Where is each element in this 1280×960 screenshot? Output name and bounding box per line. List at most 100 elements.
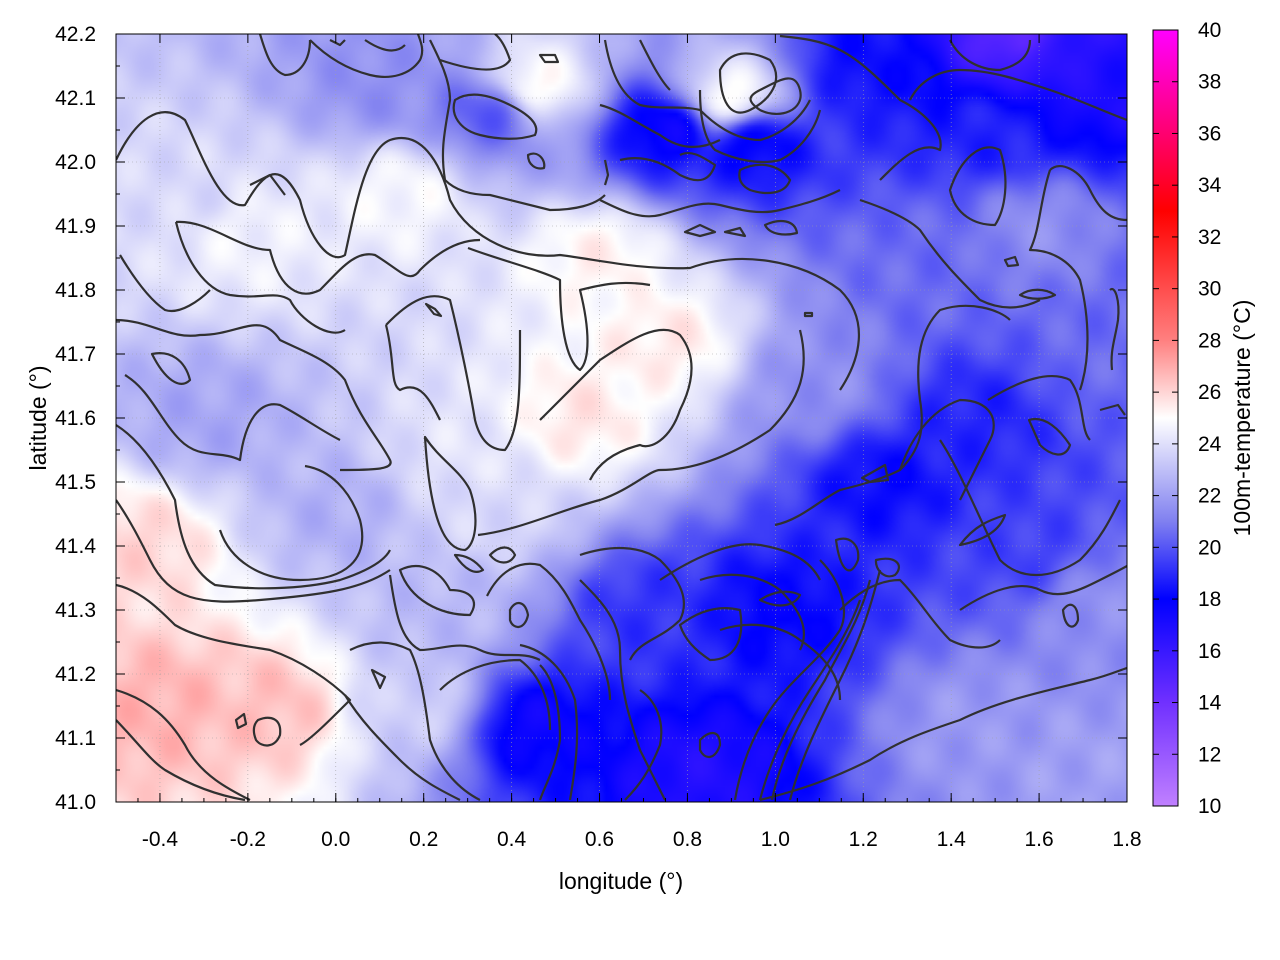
x-tick-label: 1.4	[937, 828, 967, 851]
contour-line	[539, 328, 693, 481]
colorbar-title: 100m-temperature (°C)	[1229, 300, 1255, 537]
colorbar	[1152, 29, 1179, 807]
x-tick-label: 1.0	[761, 828, 790, 851]
contour-line	[579, 547, 685, 661]
x-tick-label: 1.6	[1024, 828, 1053, 851]
contour-line	[909, 68, 1127, 122]
contour-line	[758, 590, 802, 607]
colorbar-tick-label: 24	[1198, 433, 1222, 456]
contour-line	[959, 565, 1127, 611]
contour-line	[329, 39, 346, 47]
contour-line	[1028, 169, 1089, 391]
contour-line	[1027, 417, 1072, 456]
contour-line	[124, 374, 341, 462]
contour-line	[429, 39, 606, 212]
contour-line	[624, 689, 663, 801]
contour-line	[116, 424, 391, 590]
contour-line	[116, 499, 391, 603]
y-tick-label: 41.4	[55, 535, 96, 558]
y-tick-label: 41.2	[55, 663, 96, 686]
contour-line	[860, 463, 890, 484]
contour-line	[948, 146, 1007, 227]
contour-line	[1018, 288, 1057, 300]
contour-line	[538, 53, 560, 64]
colorbar-tick-label: 30	[1198, 278, 1221, 301]
y-tick-label: 42.0	[55, 151, 96, 174]
contour-line	[758, 599, 862, 801]
colorbar-axis: 10 12 14 16 18 20 22 24 26 28 30 32 34 36 38 40	[1153, 19, 1222, 818]
contour-line	[384, 324, 441, 421]
contour-line	[738, 163, 792, 195]
contour-line	[488, 546, 517, 564]
x-tick-label: -0.2	[230, 828, 266, 851]
y-tick-label: 41.5	[55, 471, 96, 494]
x-tick-label: 0.2	[409, 828, 438, 851]
contour-line	[733, 559, 845, 801]
contour-line	[116, 719, 246, 802]
contour-line	[1061, 603, 1080, 628]
contour-line	[1003, 255, 1020, 268]
x-tick-label: 0.4	[497, 828, 527, 851]
contour-line	[309, 34, 424, 78]
contour-line	[619, 151, 717, 182]
contour-line	[599, 103, 721, 149]
colorbar-tick-label: 14	[1198, 692, 1222, 715]
contour-line	[538, 664, 562, 801]
contour-line	[508, 602, 530, 628]
colorbar-tick-label: 38	[1198, 71, 1221, 94]
contour-line	[119, 254, 211, 313]
contour-line	[423, 435, 477, 552]
contour-line	[770, 579, 872, 801]
contour-line	[116, 111, 861, 391]
contour-line	[150, 352, 192, 385]
contour-line	[723, 226, 747, 238]
contour-line	[939, 439, 1121, 577]
contour-lines	[116, 34, 1127, 802]
contour-line	[874, 557, 901, 578]
contour-line	[252, 716, 282, 747]
contour-line	[439, 658, 552, 731]
contour-line	[174, 221, 346, 334]
y-axis: 41.0 41.1 41.2 41.3 41.4 41.5 41.6 41.7 41.8 41.9…	[55, 23, 1127, 814]
contour-line	[678, 607, 743, 662]
contour-line	[452, 93, 538, 140]
contour-line	[834, 537, 860, 572]
y-tick-label: 41.8	[55, 279, 96, 302]
y-tick-label: 41.7	[55, 343, 96, 366]
contour-line	[718, 52, 778, 114]
contour-line	[486, 562, 612, 701]
colorbar-tick-label: 18	[1198, 588, 1221, 611]
contour-line	[859, 198, 1041, 309]
contour-line	[439, 34, 512, 71]
colorbar-tick-label: 36	[1198, 122, 1221, 145]
contour-line	[759, 666, 1127, 802]
contour-line	[683, 223, 717, 238]
contour-line	[1099, 403, 1126, 416]
contour-line	[388, 574, 541, 661]
contour-line	[958, 513, 1007, 547]
colorbar-tick-label: 16	[1198, 640, 1221, 663]
contour-line	[526, 152, 546, 170]
contour-line	[749, 77, 802, 115]
contour-line	[258, 34, 312, 77]
contour-line	[424, 302, 443, 318]
contour-line	[763, 219, 799, 236]
contour-line	[477, 329, 805, 537]
contour-line	[453, 553, 485, 573]
contour-line	[116, 583, 352, 746]
contour-line	[698, 732, 722, 758]
y-tick-label: 41.3	[55, 599, 96, 622]
contour-line	[639, 39, 671, 91]
contour-line	[788, 569, 882, 801]
contour-line	[398, 565, 475, 617]
colorbar-tick-label: 32	[1198, 226, 1221, 249]
x-tick-label: 1.8	[1112, 828, 1141, 851]
contour-line	[779, 34, 942, 181]
contour-line	[803, 311, 814, 318]
contour-line	[116, 688, 251, 801]
contour-line	[249, 173, 286, 196]
contour-line	[898, 398, 995, 501]
contour-line	[364, 39, 406, 52]
contour-line	[659, 543, 821, 581]
